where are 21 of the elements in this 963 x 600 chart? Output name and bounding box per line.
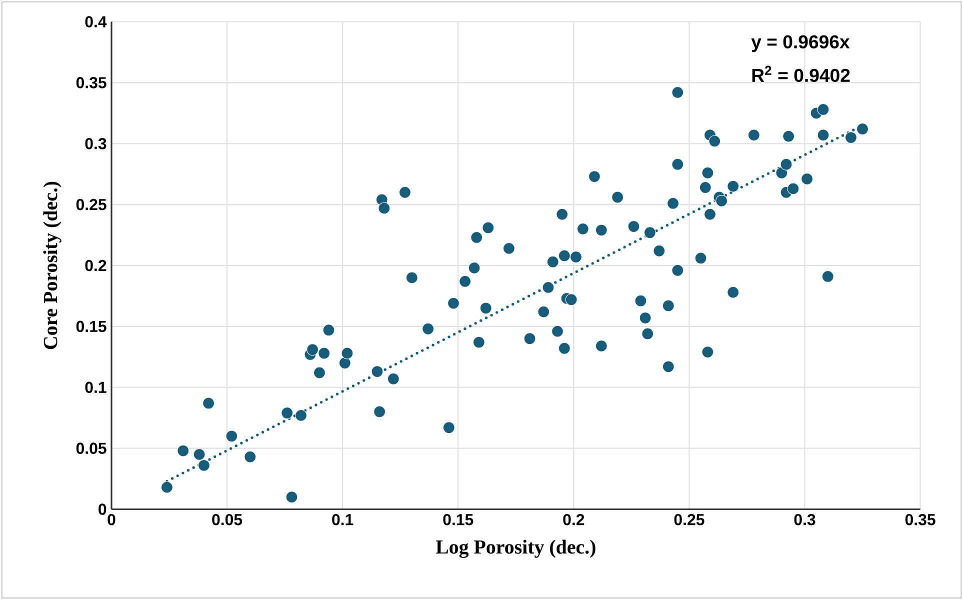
annotation: R$^{2}$ = 0.9402 xyxy=(752,66,850,82)
x-tick-label: 0.1 xyxy=(332,514,354,526)
x-tick-label: 0.3 xyxy=(794,514,816,526)
y-axis-title: Core Porosity (dec.) xyxy=(43,182,62,350)
annotation: y = 0.9696x xyxy=(751,35,850,52)
y-tick-label: 0.05 xyxy=(76,442,106,454)
x-tick-label: 0.25 xyxy=(674,514,704,526)
x-tick-label: 0.35 xyxy=(905,514,936,526)
y-tick-label: 0.15 xyxy=(76,320,106,332)
x-tick-label: 0.15 xyxy=(443,514,474,526)
y-tick-label: 0 xyxy=(98,504,106,515)
x-tick-label: 0 xyxy=(108,514,116,526)
x-tick-label: 0.2 xyxy=(563,514,584,526)
y-tick-label: 0.2 xyxy=(85,260,106,272)
y-tick-label: 0.4 xyxy=(85,16,107,28)
y-tick-label: 0.1 xyxy=(85,382,106,394)
y-tick-label: 0.3 xyxy=(85,138,106,150)
y-tick-label: 0.35 xyxy=(76,77,106,88)
x-tick-label: 0.05 xyxy=(212,514,242,526)
y-tick-label: 0.25 xyxy=(76,198,106,210)
x-axis-title: Log Porosity (dec.) xyxy=(436,540,596,558)
